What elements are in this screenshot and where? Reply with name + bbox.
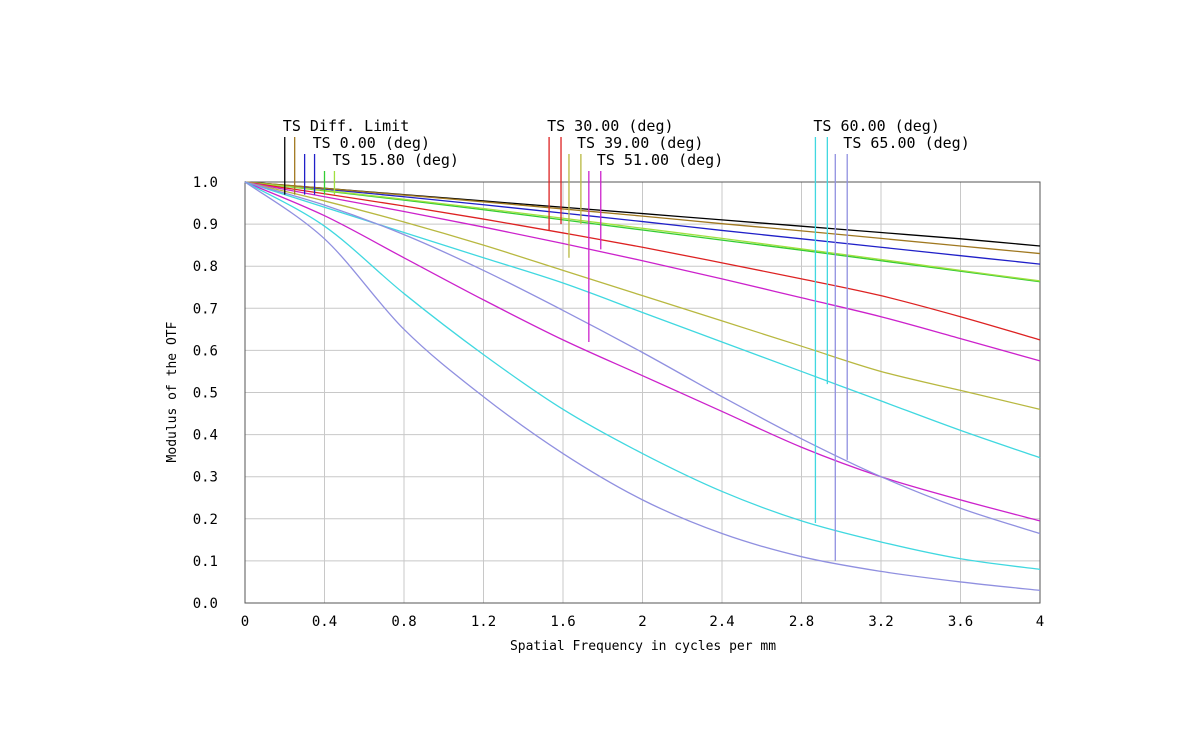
x-axis-label: Spatial Frequency in cycles per mm	[510, 639, 776, 654]
legend-label: TS Diff. Limit	[283, 117, 409, 135]
y-tick-label: 0.4	[193, 428, 218, 444]
series-line-2	[244, 181, 1041, 255]
series-line-11	[244, 181, 1041, 570]
y-axis-label: Modulus of the OTF	[165, 321, 180, 462]
y-tick-label: 0.7	[193, 301, 218, 317]
y-tick-label: 1.0	[193, 175, 218, 191]
y-tick-label: 0.8	[193, 259, 218, 275]
y-tick-label: 0.6	[193, 343, 218, 359]
x-tick-label: 0	[241, 614, 249, 630]
x-tick-label: 0.4	[312, 614, 337, 630]
y-tick-label: 0.1	[193, 554, 218, 570]
x-tick-label: 1.2	[471, 614, 496, 630]
y-tick-label: 0.5	[193, 386, 218, 402]
series-line-12	[244, 181, 1041, 592]
grid	[244, 181, 1041, 604]
series-line-5	[244, 181, 1041, 341]
x-tick-label: 3.2	[868, 614, 893, 630]
x-tick-label: 2.8	[789, 614, 814, 630]
legend-label: TS 0.00 (deg)	[313, 134, 430, 152]
legend-label: TS 30.00 (deg)	[547, 117, 673, 135]
series-line-7	[244, 181, 1041, 410]
series-line-6	[244, 181, 1041, 362]
x-tick-label: 2	[638, 614, 646, 630]
legend-label: TS 51.00 (deg)	[597, 151, 723, 169]
x-tick-label: 0.8	[391, 614, 416, 630]
series-line-10	[244, 181, 1041, 535]
series-line-4	[244, 181, 1041, 282]
legend-label: TS 15.80 (deg)	[333, 151, 459, 169]
plot-area-border	[244, 181, 1041, 604]
y-tick-label: 0.2	[193, 512, 218, 528]
series-line-1	[244, 181, 1041, 265]
x-tick-label: 1.6	[550, 614, 575, 630]
tick-labels: 0 0.4 0.8 1.2 1.6 2 2.4 2.8 3.2 3.6 4 0.0 0.1 0.2 0.3 0…	[193, 175, 1045, 630]
x-tick-label: 4	[1036, 614, 1044, 630]
y-tick-label: 0.0	[193, 596, 218, 612]
x-tick-label: 2.4	[709, 614, 734, 630]
y-tick-label: 0.9	[193, 217, 218, 233]
y-tick-label: 0.3	[193, 470, 218, 486]
legend-label: TS 65.00 (deg)	[843, 134, 969, 152]
legend-label: TS 60.00 (deg)	[813, 117, 939, 135]
legend-label: TS 39.00 (deg)	[577, 134, 703, 152]
plot-frame	[244, 181, 1041, 604]
series-group	[244, 181, 1041, 592]
series-line-3	[244, 181, 1041, 283]
x-tick-label: 3.6	[948, 614, 973, 630]
series-line-9	[244, 181, 1041, 522]
